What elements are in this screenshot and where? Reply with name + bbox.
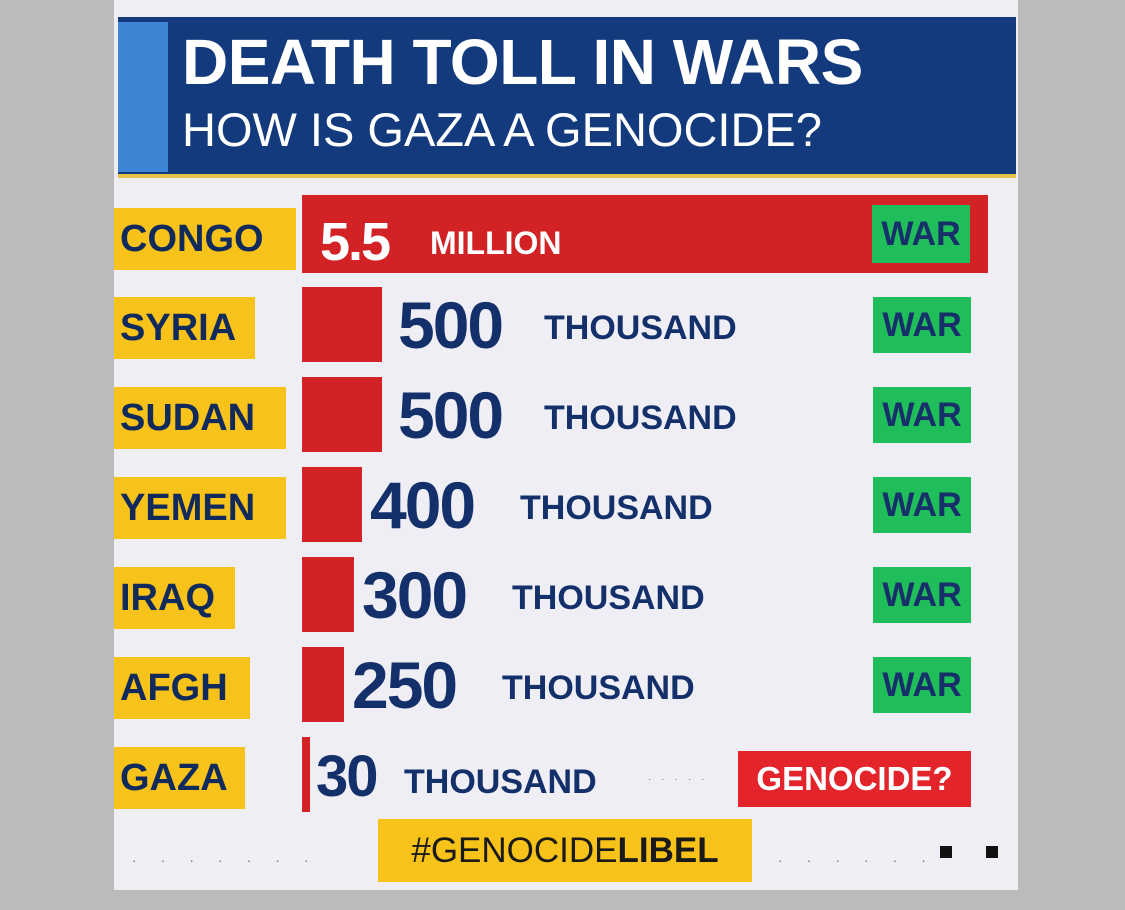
country-label-sudan: SUDAN	[114, 387, 286, 449]
war-badge-congo: WAR	[872, 205, 970, 263]
page-subtitle: HOW IS GAZA A GENOCIDE?	[182, 103, 822, 156]
value-number-congo: 5.5	[320, 212, 391, 272]
hashtag-prefix: #GENOCIDE	[411, 831, 618, 870]
value-unit-afgh: THOUSAND	[502, 669, 695, 707]
war-badge-sudan: WAR	[873, 387, 971, 443]
bar-afgh	[302, 647, 344, 722]
bar-syria	[302, 287, 382, 362]
value-unit-yemen: THOUSAND	[520, 489, 713, 527]
country-label-gaza: GAZA	[114, 747, 245, 809]
value-unit-gaza: THOUSAND	[404, 763, 597, 801]
hashtag-label: #GENOCIDELIBEL	[378, 819, 752, 882]
value-number-yemen: 400	[370, 468, 476, 542]
war-badge-yemen: WAR	[873, 477, 971, 533]
value-number-sudan: 500	[398, 378, 504, 452]
country-label-afgh: AFGH	[114, 657, 250, 719]
value-number-afgh: 250	[352, 648, 458, 722]
value-number-iraq: 300	[362, 558, 468, 632]
country-label-congo: CONGO	[114, 208, 296, 270]
bar-iraq	[302, 557, 354, 632]
value-unit-congo: MILLION	[430, 225, 562, 261]
value-number-gaza: 30	[316, 744, 378, 809]
square-marker	[940, 846, 952, 858]
value-unit-iraq: THOUSAND	[512, 579, 705, 617]
country-label-syria: SYRIA	[114, 297, 255, 359]
header-accent-stripe	[118, 22, 168, 172]
page-title: DEATH TOLL IN WARS	[182, 26, 863, 98]
bar-yemen	[302, 467, 362, 542]
dotted-rule-left: ·······	[132, 852, 333, 868]
dotted-rule-right: ······	[778, 852, 950, 868]
bar-gaza	[302, 737, 310, 812]
war-badge-iraq: WAR	[873, 567, 971, 623]
war-badge-afgh: WAR	[873, 657, 971, 713]
dotted-rule-gaza: ·····	[648, 774, 715, 785]
war-badge-syria: WAR	[873, 297, 971, 353]
country-label-yemen: YEMEN	[114, 477, 286, 539]
value-unit-sudan: THOUSAND	[544, 399, 737, 437]
header-band	[118, 17, 1016, 175]
bar-sudan	[302, 377, 382, 452]
country-label-iraq: IRAQ	[114, 567, 235, 629]
square-marker	[986, 846, 998, 858]
genocide-badge: GENOCIDE?	[738, 751, 971, 807]
value-number-syria: 500	[398, 288, 504, 362]
hashtag-suffix: LIBEL	[617, 831, 719, 870]
value-unit-syria: THOUSAND	[544, 309, 737, 347]
header-underline	[118, 174, 1016, 178]
